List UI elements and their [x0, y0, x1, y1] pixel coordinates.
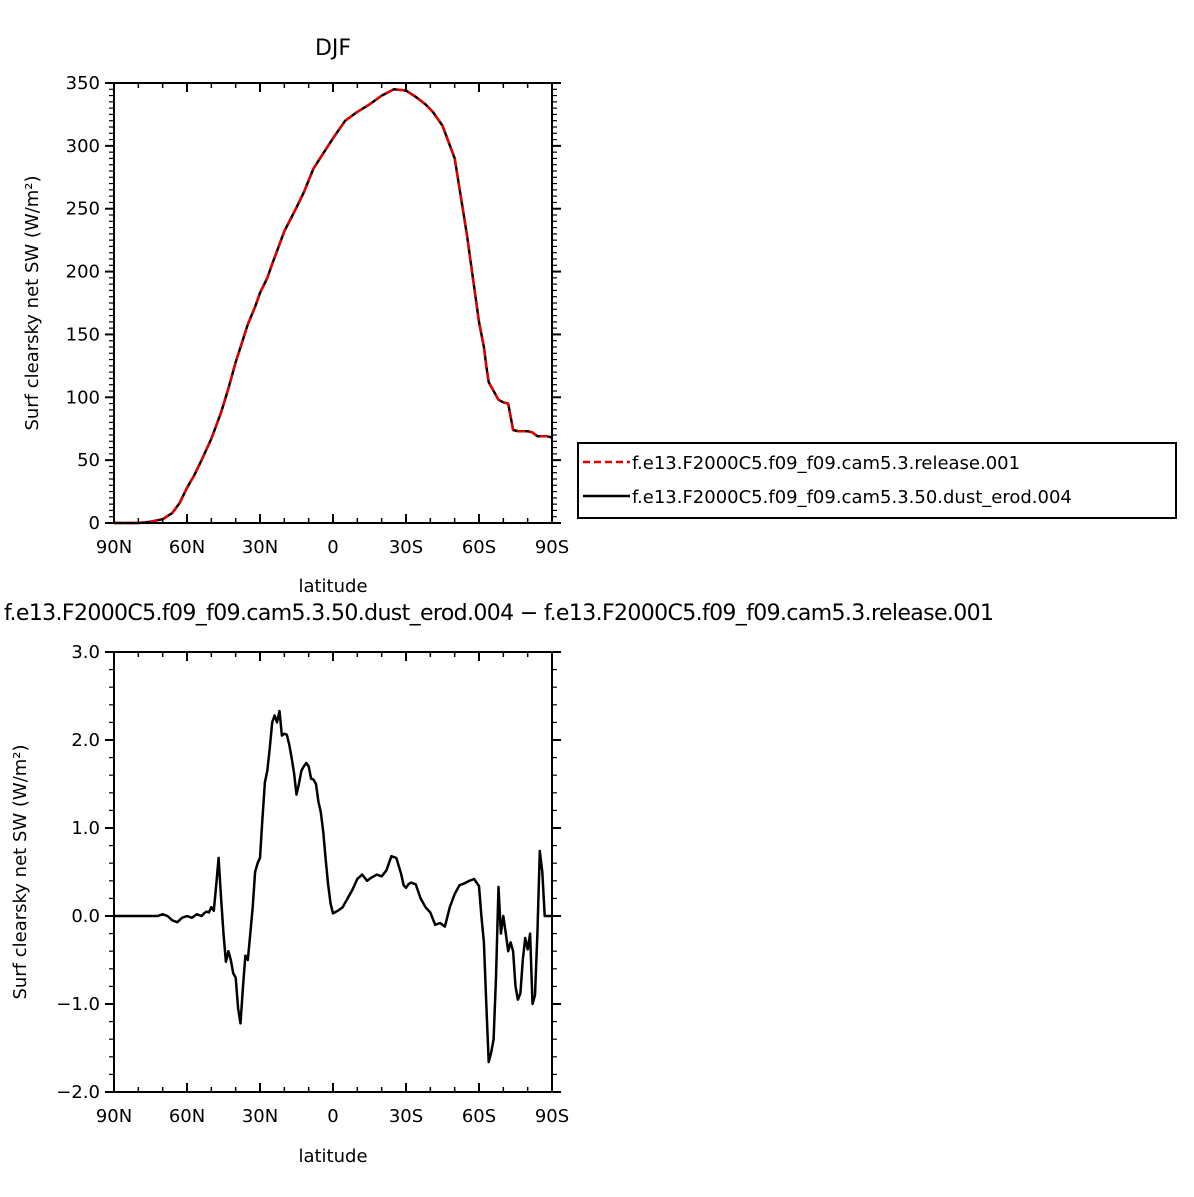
- bottom-y-axis-label: Surf clearsky net SW (W/m²): [10, 744, 31, 999]
- x-tick-label: 30S: [389, 537, 423, 558]
- x-tick-label: 60S: [462, 1106, 496, 1127]
- top-panel: DJF 90N 60N 30N 0 30S 60S 90S 0 50 100 150 200 250 30…: [22, 36, 569, 597]
- legend-entry-control: f.e13.F2000C5.f09_f09.cam5.3.release.001: [632, 453, 1020, 474]
- x-tick-label: 0: [327, 1106, 338, 1127]
- top-plot-frame: [113, 82, 553, 524]
- bottom-x-axis-label: latitude: [298, 1146, 367, 1167]
- x-tick-label: 30N: [242, 537, 278, 558]
- x-tick-label: 60S: [462, 537, 496, 558]
- x-tick-label: 0: [327, 537, 338, 558]
- y-tick-label: −2.0: [56, 1082, 100, 1103]
- y-tick-label: 2.0: [71, 730, 100, 751]
- x-tick-label: 90N: [96, 1106, 132, 1127]
- x-tick-label: 90N: [96, 537, 132, 558]
- x-tick-label: 60N: [169, 537, 205, 558]
- legend: f.e13.F2000C5.f09_f09.cam5.3.release.001…: [577, 442, 1177, 519]
- y-tick-label: 50: [77, 450, 100, 471]
- y-tick-label: 100: [66, 387, 100, 408]
- y-tick-label: 350: [66, 73, 100, 94]
- x-tick-label: 30N: [242, 1106, 278, 1127]
- x-tick-label: 60N: [169, 1106, 205, 1127]
- y-tick-label: 200: [66, 262, 100, 283]
- x-tick-label: 30S: [389, 1106, 423, 1127]
- series-line-0-0: [114, 88, 553, 525]
- bottom-axis-ticks: 90N 60N 30N 0 30S 60S 90S −2.0 −1.0 0.0 1.0 2.0 3.0: [56, 642, 569, 1127]
- legend-entry-experiment: f.e13.F2000C5.f09_f09.cam5.3.50.dust_ero…: [632, 487, 1072, 508]
- x-tick-label: 90S: [535, 1106, 569, 1127]
- bottom-series-group: [114, 709, 552, 1064]
- top-axis-ticks: 90N 60N 30N 0 30S 60S 90S 0 50 100 150 200 250 300 350: [66, 73, 570, 558]
- top-x-axis-label: latitude: [298, 576, 367, 597]
- y-tick-label: −1.0: [56, 994, 100, 1015]
- y-tick-label: 300: [66, 136, 100, 157]
- bottom-panel: f.e13.F2000C5.f09_f09.cam5.3.50.dust_ero…: [4, 601, 994, 1167]
- bottom-chart-title: f.e13.F2000C5.f09_f09.cam5.3.50.dust_ero…: [4, 601, 994, 626]
- y-tick-label: 1.0: [71, 818, 100, 839]
- y-tick-label: 0: [89, 513, 100, 534]
- series-line-1-0: [114, 709, 552, 1064]
- top-chart-title: DJF: [315, 36, 351, 61]
- y-tick-label: 0.0: [71, 906, 100, 927]
- top-y-axis-label: Surf clearsky net SW (W/m²): [22, 175, 43, 430]
- x-tick-label: 90S: [535, 537, 569, 558]
- y-tick-label: 250: [66, 199, 100, 220]
- series-line-0-1: [114, 88, 553, 525]
- legend-box: [577, 442, 1177, 519]
- plot-frame-0: [113, 82, 553, 524]
- y-tick-label: 150: [66, 324, 100, 345]
- top-series-group: [114, 88, 553, 525]
- y-tick-label: 3.0: [71, 642, 100, 663]
